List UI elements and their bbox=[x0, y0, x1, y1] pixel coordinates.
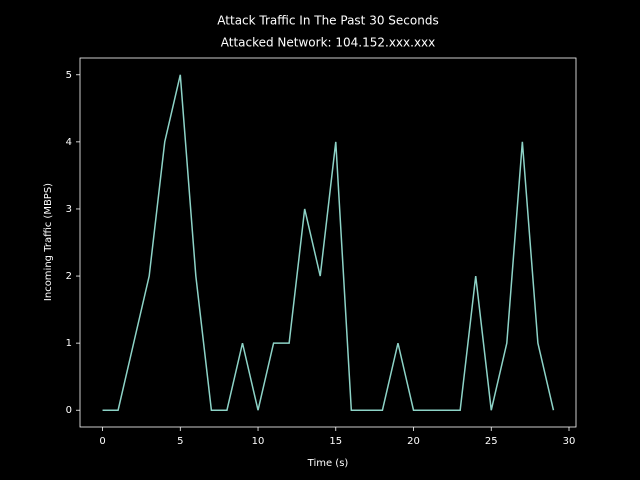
y-tick-label: 3 bbox=[66, 204, 72, 215]
x-axis-label: Time (s) bbox=[307, 458, 349, 469]
x-tick-label: 15 bbox=[329, 436, 342, 447]
x-tick-label: 20 bbox=[407, 436, 420, 447]
y-tick-label: 4 bbox=[66, 137, 72, 148]
chart-title: Attack Traffic In The Past 30 Seconds bbox=[217, 14, 438, 28]
x-tick-label: 0 bbox=[99, 436, 105, 447]
y-tick-label: 1 bbox=[66, 338, 72, 349]
chart-subtitle: Attacked Network: 104.152.xxx.xxx bbox=[221, 36, 436, 50]
y-axis-label: Incoming Traffic (MBPS) bbox=[43, 183, 54, 301]
x-tick-label: 5 bbox=[177, 436, 183, 447]
x-tick-label: 25 bbox=[485, 436, 498, 447]
line-series bbox=[102, 74, 555, 411]
plot-frame bbox=[79, 57, 577, 428]
y-tick-label: 0 bbox=[66, 405, 72, 416]
x-tick-label: 30 bbox=[563, 436, 576, 447]
x-tick-label: 10 bbox=[252, 436, 265, 447]
y-tick-label: 2 bbox=[66, 271, 72, 282]
y-tick-label: 5 bbox=[66, 70, 72, 81]
